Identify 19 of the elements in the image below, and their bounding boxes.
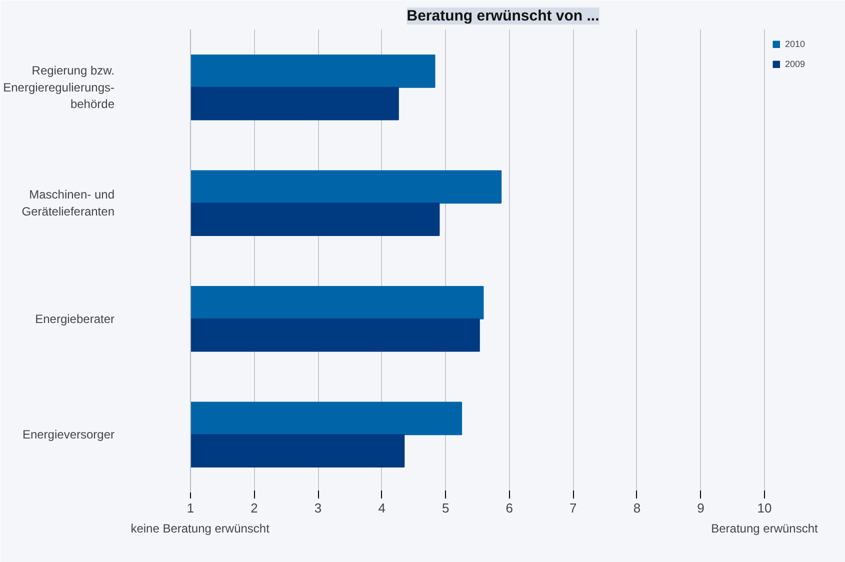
text: keine Beratung erwünscht xyxy=(130,522,270,536)
y-tick-label: Energieberater xyxy=(35,312,115,326)
text: Beratung erwünscht xyxy=(711,522,819,536)
x-tick-label: 6 xyxy=(506,500,513,516)
legend-label: 2010 xyxy=(784,39,805,49)
y-tick-label: Energieversorger xyxy=(22,428,115,442)
x-tick-label: 5 xyxy=(442,500,450,516)
x-tick-label: 8 xyxy=(633,500,641,516)
x-tick-label: 7 xyxy=(570,500,577,516)
x-tick-label: 9 xyxy=(697,500,704,516)
x-tick-label: 1 xyxy=(186,500,194,516)
x-tick-label: 3 xyxy=(314,500,322,516)
legend-label: 2009 xyxy=(784,59,805,69)
x-tick-label: 2 xyxy=(250,500,258,516)
x-tick-label: 4 xyxy=(378,500,386,516)
y-tick-label: Maschinen- und Gerätelieferanten xyxy=(22,188,115,219)
chart-title: Beratung erwünscht von ... xyxy=(406,8,600,24)
y-tick-label: Regierung bzw. Energieregulierungs-behörde xyxy=(3,64,115,112)
x-tick-label: 10 xyxy=(757,500,772,516)
